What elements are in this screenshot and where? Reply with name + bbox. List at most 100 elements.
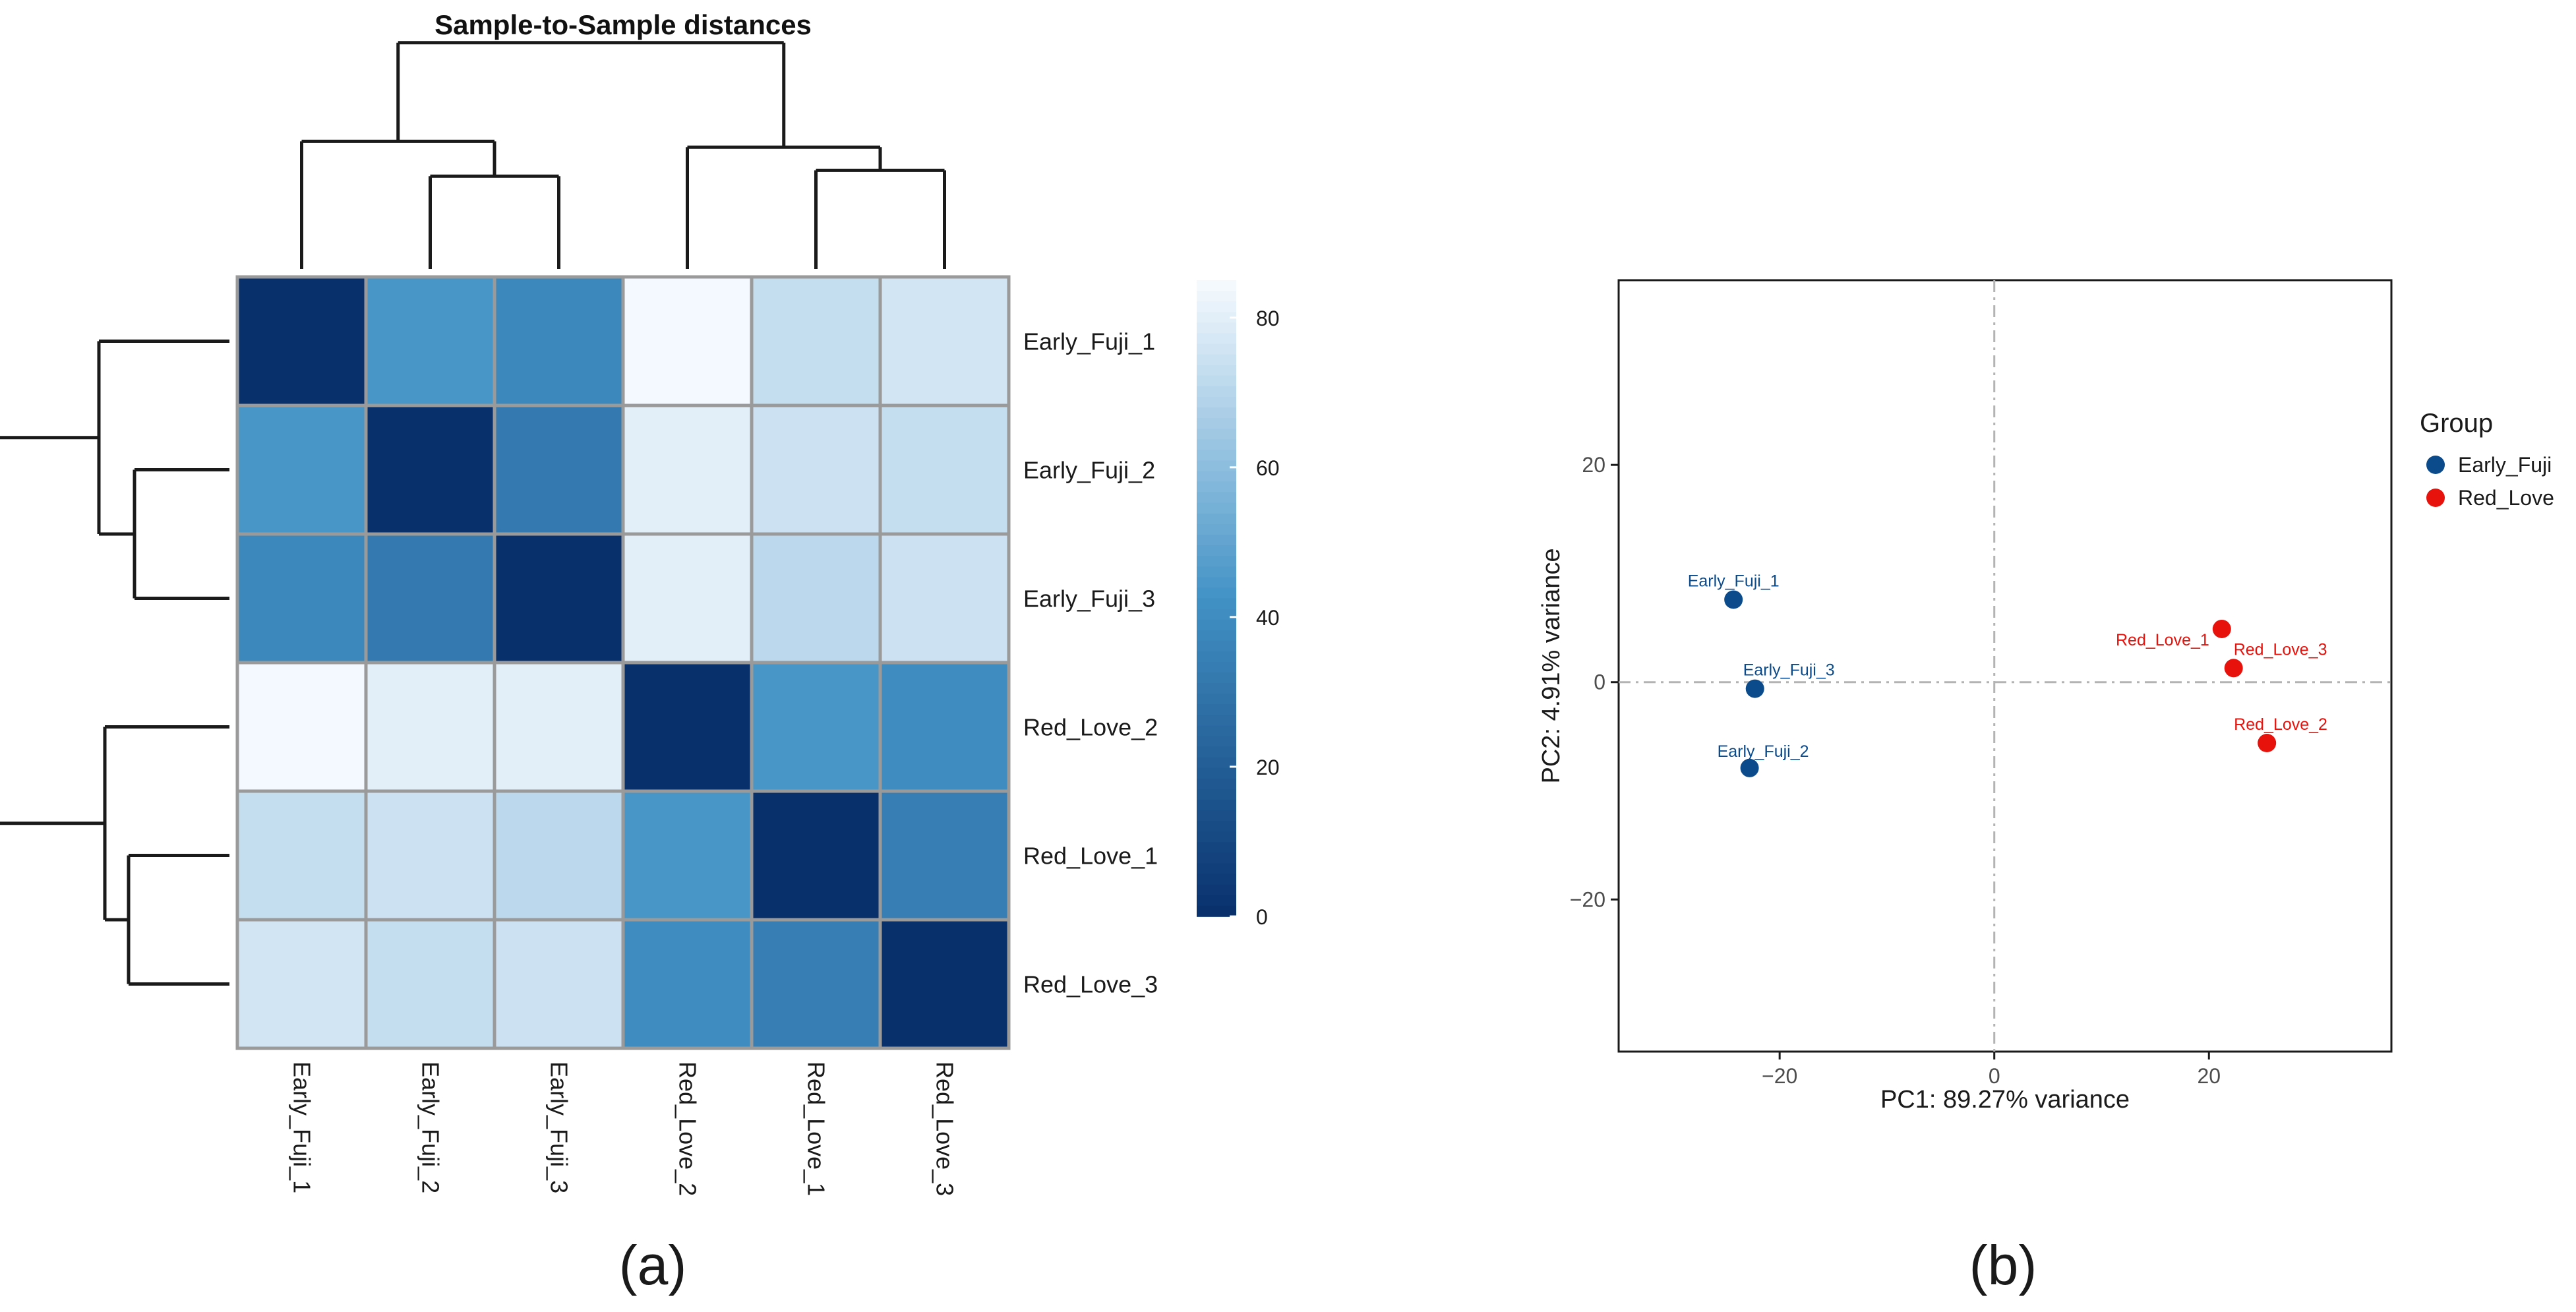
colorbar-tick-label: 60: [1256, 456, 1280, 480]
colorbar-swatch: [1197, 821, 1236, 833]
colorbar-swatch: [1197, 513, 1236, 525]
y-tick-label: 0: [1594, 671, 1605, 694]
colorbar-swatch: [1197, 863, 1236, 875]
colorbar-swatch: [1197, 757, 1236, 769]
colorbar-swatch: [1197, 429, 1236, 440]
colorbar-swatch: [1197, 895, 1236, 907]
colorbar-swatch: [1197, 460, 1236, 472]
colorbar-swatch: [1197, 810, 1236, 822]
colorbar-swatch: [1197, 694, 1236, 705]
colorbar-swatch: [1197, 577, 1236, 589]
column-label: Red_Love_3: [932, 1061, 959, 1196]
colorbar-swatch: [1197, 651, 1236, 663]
legend-swatch-Early_Fuji: [2426, 456, 2445, 474]
pca-point-Red_Love_3: [2224, 659, 2243, 678]
heatmap-row-labels: Early_Fuji_1 Early_Fuji_2 Early_Fuji_3 Red_…: [1023, 328, 1158, 998]
x-tick-label: 0: [1989, 1064, 2000, 1088]
x-tick-label: −20: [1762, 1064, 1797, 1088]
colorbar-tick-label: 40: [1256, 606, 1280, 630]
row-label: Red_Love_2: [1023, 714, 1158, 741]
colorbar-swatch: [1197, 884, 1236, 896]
pca-point-label: Red_Love_2: [2234, 715, 2327, 734]
colorbar-swatch: [1197, 439, 1236, 451]
x-tick-label: 20: [2197, 1064, 2221, 1088]
heatmap-cell-Red_Love_2-Red_Love_1: [750, 661, 882, 793]
pca-plot-frame: [1617, 279, 2393, 1053]
pca-point-Early_Fuji_3: [1745, 679, 1764, 698]
heatmap-cell-Red_Love_1-Red_Love_2: [621, 789, 754, 922]
y-axis-title: PC2: 4.91% variance: [1538, 549, 1565, 784]
colorbar: 0 20 40 60 80: [1197, 280, 1280, 929]
colorbar-swatch: [1197, 556, 1236, 568]
colorbar-swatch: [1197, 704, 1236, 716]
heatmap-cell-Red_Love_2-Red_Love_2: [621, 661, 754, 793]
colorbar-swatch: [1197, 418, 1236, 429]
column-label: Red_Love_2: [674, 1061, 702, 1196]
colorbar-swatch: [1197, 523, 1236, 535]
colorbar-swatch: [1197, 535, 1236, 546]
colorbar-swatch: [1197, 767, 1236, 779]
row-label: Red_Love_1: [1023, 843, 1158, 870]
pca-point-Early_Fuji_2: [1740, 758, 1759, 777]
colorbar-swatch: [1197, 683, 1236, 695]
colorbar-tick-label: 80: [1256, 307, 1280, 330]
heatmap-cell-Early_Fuji_2-Early_Fuji_3: [493, 403, 625, 536]
heatmap-cell-Early_Fuji_1-Red_Love_3: [878, 275, 1011, 407]
pca-point-label: Red_Love_1: [2116, 631, 2209, 649]
pca-points: Early_Fuji_1 Early_Fuji_3 Early_Fuji_2 Red_…: [1688, 572, 2327, 777]
row-label: Red_Love_3: [1023, 971, 1158, 998]
heatmap-column-labels: Early_Fuji_1 Early_Fuji_2 Early_Fuji_3 Red_…: [289, 1061, 959, 1196]
colorbar-swatch: [1197, 407, 1236, 419]
colorbar-swatch: [1197, 280, 1236, 291]
colorbar-swatch: [1197, 471, 1236, 483]
heatmap-cell-Early_Fuji_1-Red_Love_2: [621, 275, 754, 407]
colorbar-swatch: [1197, 852, 1236, 864]
panel-label-b: (b): [1969, 1234, 2037, 1296]
colorbar-swatch: [1197, 831, 1236, 843]
colorbar-swatch: [1197, 375, 1236, 387]
heatmap-cell-Early_Fuji_2-Red_Love_3: [878, 403, 1011, 536]
column-label: Red_Love_1: [803, 1061, 830, 1196]
panel-label-a: (a): [619, 1234, 687, 1296]
colorbar-swatch: [1197, 301, 1236, 313]
colorbar-swatch: [1197, 492, 1236, 504]
reference-lines: [1619, 280, 2391, 1052]
colorbar-swatch: [1197, 640, 1236, 652]
colorbar-swatch: [1197, 354, 1236, 366]
heatmap-cell-Red_Love_3-Early_Fuji_2: [364, 918, 496, 1050]
y-tick-label: 20: [1582, 453, 1605, 477]
colorbar-swatch: [1197, 396, 1236, 408]
heatmap-cell-Red_Love_2-Early_Fuji_2: [364, 661, 496, 793]
heatmap-panel: Sample-to-Sample distances Early_Fuji_1 E…: [0, 9, 1280, 1296]
colorbar-swatch: [1197, 598, 1236, 610]
row-label: Early_Fuji_1: [1023, 328, 1155, 355]
heatmap-cell-Red_Love_2-Early_Fuji_1: [235, 661, 368, 793]
heatmap-cell-Early_Fuji_2-Red_Love_1: [750, 403, 882, 536]
colorbar-swatch: [1197, 312, 1236, 324]
row-dendrogram: [0, 340, 229, 986]
heatmap-cell-Early_Fuji_2-Red_Love_2: [621, 403, 754, 536]
column-label: Early_Fuji_3: [546, 1061, 573, 1193]
colorbar-swatch: [1197, 545, 1236, 556]
heatmap-cell-Early_Fuji_1-Early_Fuji_1: [235, 275, 368, 407]
colorbar-swatch: [1197, 736, 1236, 748]
heatmap-cell-Early_Fuji_3-Red_Love_2: [621, 532, 754, 665]
heatmap-cell-Red_Love_2-Red_Love_3: [878, 661, 1011, 793]
colorbar-swatch: [1197, 874, 1236, 885]
heatmap-cell-Early_Fuji_1-Early_Fuji_2: [364, 275, 496, 407]
heatmap-cell-Red_Love_3-Red_Love_1: [750, 918, 882, 1050]
heatmap-cell-Early_Fuji_3-Red_Love_1: [750, 532, 882, 665]
colorbar-tick-label: 20: [1256, 756, 1280, 779]
colorbar-swatch: [1197, 789, 1236, 800]
heatmap-cell-Early_Fuji_3-Early_Fuji_2: [364, 532, 496, 665]
colorbar-swatch: [1197, 502, 1236, 514]
column-label: Early_Fuji_2: [417, 1061, 444, 1193]
row-label: Early_Fuji_2: [1023, 457, 1155, 484]
heatmap-cell-Early_Fuji_3-Early_Fuji_1: [235, 532, 368, 665]
colorbar-swatch: [1197, 725, 1236, 737]
pca-point-label: Early_Fuji_1: [1688, 572, 1780, 590]
legend: Group Early_Fuji Red_Love: [2420, 409, 2554, 510]
heatmap-title: Sample-to-Sample distances: [434, 9, 812, 40]
y-tick-label: −20: [1570, 887, 1605, 911]
